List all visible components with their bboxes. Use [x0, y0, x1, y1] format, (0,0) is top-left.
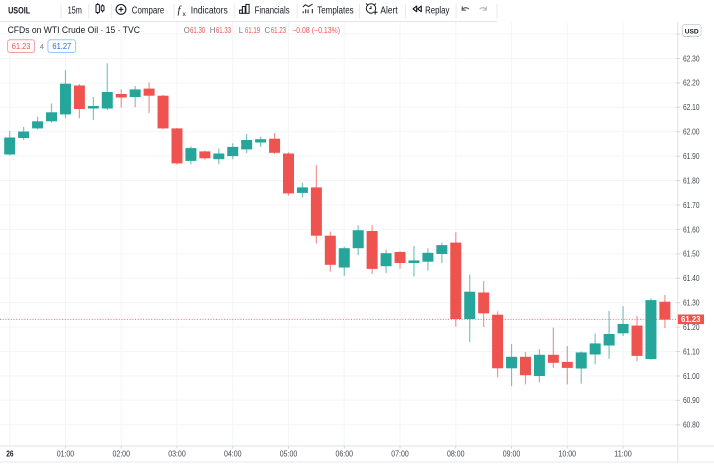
svg-text:10:00: 10:00 [559, 449, 577, 458]
svg-text:Replay: Replay [425, 6, 449, 17]
svg-text:4: 4 [40, 42, 44, 51]
svg-text:62.00: 62.00 [683, 128, 700, 137]
svg-text:61.00: 61.00 [683, 372, 700, 381]
svg-text:03:00: 03:00 [168, 449, 186, 458]
svg-text:05:00: 05:00 [280, 449, 298, 458]
svg-text:Financials: Financials [255, 6, 290, 17]
svg-text:62.30: 62.30 [683, 54, 700, 63]
svg-text:02:00: 02:00 [112, 449, 130, 458]
svg-text:61.30: 61.30 [190, 26, 206, 35]
svg-text:61.60: 61.60 [683, 225, 700, 234]
svg-text:61.23: 61.23 [681, 315, 701, 324]
svg-text:01:00: 01:00 [57, 449, 75, 458]
svg-text:L: L [239, 26, 244, 35]
svg-text:06:00: 06:00 [336, 449, 354, 458]
svg-text:61.23: 61.23 [12, 42, 31, 51]
svg-text:61.40: 61.40 [683, 274, 700, 283]
svg-text:61.50: 61.50 [683, 250, 700, 259]
svg-text:61.10: 61.10 [683, 347, 700, 356]
svg-text:x: x [183, 11, 187, 18]
svg-text:61.27: 61.27 [52, 42, 71, 51]
svg-text:62.20: 62.20 [683, 79, 700, 88]
svg-text:07:00: 07:00 [391, 449, 409, 458]
svg-text:61.23: 61.23 [271, 26, 286, 35]
svg-text:62.10: 62.10 [683, 103, 700, 112]
svg-text:15m: 15m [68, 6, 82, 17]
svg-text:61.20: 61.20 [683, 323, 700, 332]
svg-text:C: C [265, 26, 271, 35]
svg-text:60.90: 60.90 [683, 396, 700, 405]
svg-text:08:00: 08:00 [447, 449, 465, 458]
svg-text:Templates: Templates [317, 6, 354, 17]
svg-text:04:00: 04:00 [224, 449, 242, 458]
svg-text:11:00: 11:00 [614, 449, 632, 458]
svg-text:H: H [210, 26, 216, 35]
svg-text:f: f [178, 4, 183, 16]
svg-text:USD: USD [685, 28, 699, 35]
svg-text:Indicators: Indicators [191, 6, 228, 17]
svg-text:60.80: 60.80 [683, 421, 700, 430]
svg-text:O: O [184, 26, 190, 35]
svg-text:61.19: 61.19 [245, 26, 260, 35]
svg-text:CFDs on WTI Crude Oil · 15 · T: CFDs on WTI Crude Oil · 15 · TVC [8, 25, 140, 36]
svg-text:61.80: 61.80 [683, 176, 700, 185]
svg-text:USOIL: USOIL [8, 6, 30, 17]
svg-text:09:00: 09:00 [503, 449, 521, 458]
svg-text:61.30: 61.30 [683, 299, 700, 308]
svg-text:−0.08 (−0.13%): −0.08 (−0.13%) [292, 26, 340, 35]
svg-text:61.90: 61.90 [683, 152, 700, 161]
svg-text:Alert: Alert [380, 6, 397, 17]
svg-text:61.70: 61.70 [683, 201, 700, 210]
svg-text:26: 26 [6, 449, 14, 458]
svg-text:Compare: Compare [132, 6, 165, 17]
svg-text:61.33: 61.33 [216, 26, 231, 35]
